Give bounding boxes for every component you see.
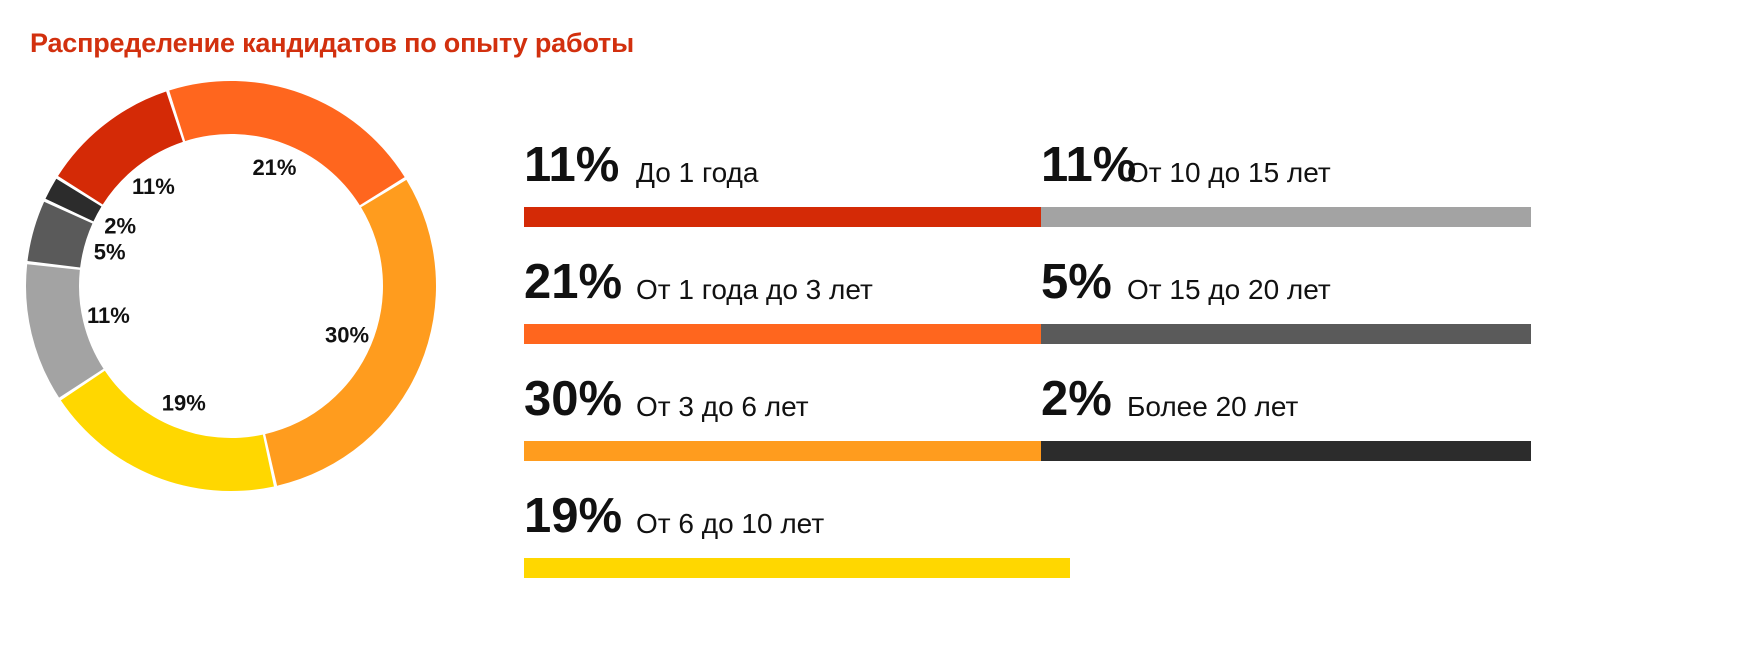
donut-slice-label-4: 19% xyxy=(162,390,206,415)
legend-color-bar xyxy=(1041,324,1531,344)
legend-item-1: 11% До 1 года xyxy=(524,137,1070,227)
donut-slice-label-5: 11% xyxy=(87,303,130,328)
legend-color-bar xyxy=(524,324,1070,344)
legend-percent: 21% xyxy=(524,255,623,309)
legend-color-bar xyxy=(524,558,1070,578)
donut-slice-7 xyxy=(45,178,102,222)
legend-percent: 11% xyxy=(1041,138,1137,192)
legend-color-bar xyxy=(1041,207,1531,227)
legend-label: От 10 до 15 лет xyxy=(1127,157,1331,188)
donut-slice-1 xyxy=(58,91,183,205)
donut-slice-2 xyxy=(169,81,405,206)
legend-label: До 1 года xyxy=(636,157,759,188)
legend-label: Более 20 лет xyxy=(1127,391,1299,422)
legend-label: От 15 до 20 лет xyxy=(1127,274,1331,305)
legend-label: От 3 до 6 лет xyxy=(636,391,809,422)
legend-label: От 6 до 10 лет xyxy=(636,508,825,539)
legend-percent: 2% xyxy=(1041,372,1112,426)
legend-item-2: 21% От 1 года до 3 лет xyxy=(524,254,1070,344)
legend-color-bar xyxy=(1041,441,1531,461)
donut-slice-3 xyxy=(265,179,436,486)
donut-slice-label-1: 11% xyxy=(132,174,175,199)
donut-slice-6 xyxy=(27,201,93,268)
donut-slice-label-6: 5% xyxy=(94,240,126,265)
donut-slice-label-3: 30% xyxy=(325,323,369,348)
legend-percent: 19% xyxy=(524,489,623,543)
legend-percent: 5% xyxy=(1041,255,1112,309)
donut-chart: 11% 21% 30% 19% 11% 5%2% xyxy=(25,81,436,491)
legend-label: От 1 года до 3 лет xyxy=(636,274,873,305)
legend-item-5: 11% От 10 до 15 лет xyxy=(1041,137,1531,227)
legend-item-4: 19% От 6 до 10 лет xyxy=(524,488,1070,578)
donut-slice-label-2: 21% xyxy=(252,155,296,180)
legend-percent: 11% xyxy=(524,138,620,192)
donut-slice-4 xyxy=(60,370,274,491)
legend-color-bar xyxy=(524,207,1070,227)
legend-item-3: 30% От 3 до 6 лет xyxy=(524,371,1070,461)
legend-color-bar xyxy=(524,441,1070,461)
donut-slice-5 xyxy=(25,264,104,398)
legend-item-6: 5% От 15 до 20 лет xyxy=(1041,254,1531,344)
legend-percent: 30% xyxy=(524,372,623,426)
chart-title: Распределение кандидатов по опыту работы xyxy=(30,28,634,58)
legend-item-7: 2% Более 20 лет xyxy=(1041,371,1531,461)
donut-slice-label-7: 2% xyxy=(104,214,136,239)
